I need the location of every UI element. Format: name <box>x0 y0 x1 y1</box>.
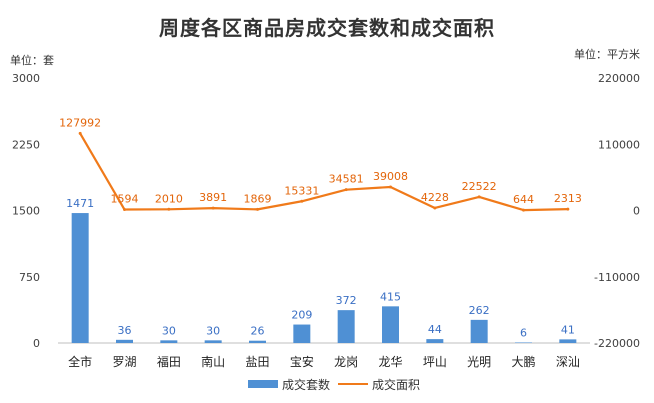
line-value-label: 127992 <box>59 116 101 129</box>
legend-label-bar: 成交套数 <box>282 377 330 392</box>
left-tick-label: 3000 <box>12 72 40 85</box>
left-tick-label: 2250 <box>12 138 40 151</box>
bar <box>559 339 577 343</box>
line-value-label: 1594 <box>111 193 139 206</box>
line-series: 127992 1594 2010 3891 1869 15331 34581 39008 422… <box>59 116 582 212</box>
line-point <box>123 208 126 212</box>
bar-value-label: 415 <box>380 290 401 303</box>
bar <box>337 310 355 343</box>
bar <box>470 319 488 343</box>
line-value-label: 34581 <box>329 173 364 186</box>
bar <box>426 339 444 343</box>
bar <box>382 306 399 343</box>
line-point <box>344 188 348 192</box>
right-tick-label: 220000 <box>598 72 640 85</box>
bar <box>160 340 178 343</box>
left-tick-label: 750 <box>19 271 40 284</box>
right-tick-label: -110000 <box>594 271 640 284</box>
bar-value-label: 1471 <box>66 197 94 210</box>
left-axis-unit: 单位：套 <box>10 53 54 67</box>
bar <box>249 340 266 343</box>
bar <box>293 324 311 343</box>
bar-value-label: 372 <box>336 294 357 307</box>
bar-value-label: 6 <box>520 326 527 339</box>
legend: 成交套数 成交面积 <box>248 377 420 392</box>
category-label: 宝安 <box>290 354 314 369</box>
bar <box>71 213 89 343</box>
legend-label-line: 成交面积 <box>372 377 420 392</box>
category-label: 光明 <box>467 355 491 369</box>
bar-value-label: 209 <box>291 309 312 322</box>
line-point <box>566 207 570 211</box>
right-axis-unit: 单位：平方米 <box>574 47 640 61</box>
bar-value-label: 30 <box>162 324 176 337</box>
line-point <box>477 195 481 199</box>
line-value-label: 39008 <box>373 170 408 183</box>
left-tick-label: 0 <box>33 337 40 350</box>
series-line <box>79 132 568 212</box>
line-point <box>256 207 259 211</box>
category-label: 南山 <box>201 354 225 369</box>
bar <box>116 339 133 343</box>
bar <box>204 340 222 343</box>
right-tick-label: 110000 <box>598 138 640 151</box>
line-value-label: 4228 <box>421 191 449 204</box>
left-axis-ticks: 0 750 1500 2250 3000 <box>12 72 40 350</box>
bar-value-label: 26 <box>251 325 265 338</box>
line-value-label: 2313 <box>554 192 582 205</box>
legend-swatch-bar <box>248 380 278 388</box>
bar-value-label: 262 <box>469 304 490 317</box>
category-label: 深汕 <box>556 355 580 369</box>
category-label: 龙岗 <box>334 355 358 369</box>
line-value-label: 1869 <box>244 192 272 205</box>
category-label: 坪山 <box>423 355 447 369</box>
chart-title: 周度各区商品房成交套数和成交面积 <box>159 16 495 40</box>
line-value-label: 644 <box>513 193 534 206</box>
line-value-label: 2010 <box>155 192 183 205</box>
category-labels: 全市 罗湖 福田 南山 盐田 宝安 龙岗 龙华 坪山 光明 大鹏 深汕 <box>68 354 580 369</box>
line-point <box>167 207 171 211</box>
right-axis-ticks: -220000 -110000 0 110000 220000 <box>594 72 640 350</box>
bar-value-label: 30 <box>206 324 220 337</box>
bar-value-label: 36 <box>118 324 132 337</box>
line-value-label: 15331 <box>284 184 319 197</box>
left-tick-label: 1500 <box>12 205 40 218</box>
bar-value-label: 44 <box>428 323 442 336</box>
bar-value-label: 41 <box>561 323 575 336</box>
line-value-label: 3891 <box>199 191 227 204</box>
category-label: 罗湖 <box>112 354 136 369</box>
category-label: 大鹏 <box>511 355 535 369</box>
line-point <box>300 199 304 203</box>
category-label: 龙华 <box>378 355 402 369</box>
line-point <box>522 208 525 212</box>
line-point <box>433 206 437 210</box>
bar-series: 1471 36 30 30 26 209 372 415 44 262 6 41 <box>66 197 577 343</box>
line-point <box>78 131 82 135</box>
bar <box>515 342 532 343</box>
right-tick-label: -220000 <box>594 337 640 350</box>
category-label: 福田 <box>157 354 181 369</box>
category-label: 盐田 <box>245 355 269 369</box>
line-point <box>211 206 215 210</box>
line-point <box>389 185 392 189</box>
line-value-label: 22522 <box>462 180 497 193</box>
category-label: 全市 <box>68 354 92 369</box>
right-tick-label: 0 <box>633 205 640 218</box>
